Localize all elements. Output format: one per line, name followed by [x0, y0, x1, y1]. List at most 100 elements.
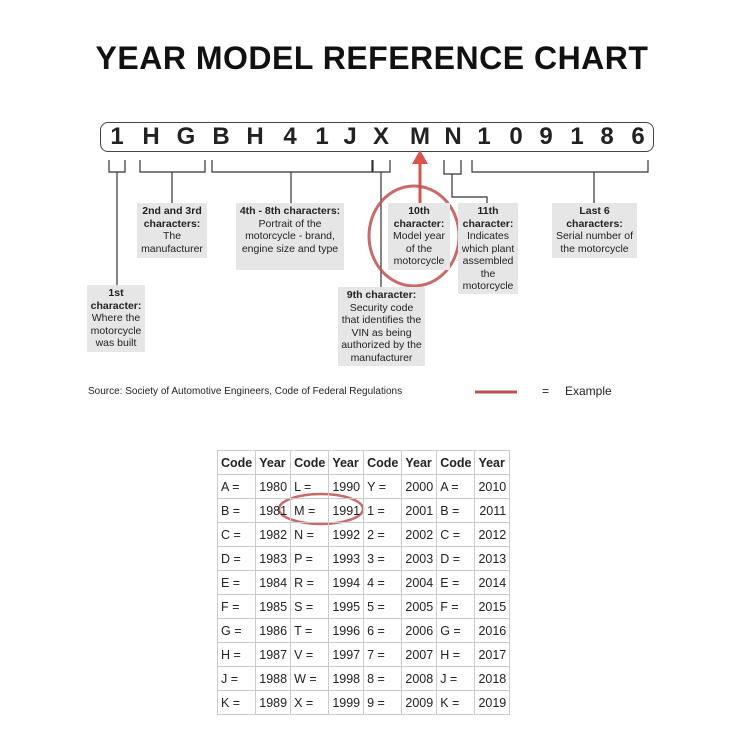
- year-cell: 1991: [328, 498, 365, 523]
- column-header: Code: [290, 450, 330, 475]
- table-row: J = 1988 W = 1998 8 = 2008 J = 2018: [216, 666, 511, 691]
- code-cell: W =: [290, 666, 330, 691]
- vin-character: 9: [539, 123, 553, 150]
- column-header: Year: [474, 450, 511, 475]
- year-cell: 1983: [255, 546, 292, 571]
- code-cell: J =: [216, 666, 257, 691]
- code-cell: C =: [436, 522, 476, 547]
- vin-character: 0: [509, 123, 523, 150]
- label-2nd-3rd: 2nd and 3rd characters: The manufacturer: [137, 203, 207, 258]
- year-cell: 1996: [328, 618, 365, 643]
- code-cell: A =: [436, 474, 476, 499]
- code-cell: N =: [290, 522, 330, 547]
- year-cell: 2014: [474, 570, 511, 595]
- code-cell: 3 =: [363, 546, 403, 571]
- bracket-11th: [443, 160, 488, 203]
- code-cell: M =: [290, 498, 330, 523]
- code-cell: B =: [216, 498, 257, 523]
- year-cell: 1988: [255, 666, 292, 691]
- code-cell: G =: [216, 618, 257, 643]
- year-cell: 1986: [255, 618, 292, 643]
- column-header: Code: [436, 450, 476, 475]
- year-cell: 2002: [401, 522, 438, 547]
- year-cell: 2004: [401, 570, 438, 595]
- bracket-1st: [108, 160, 126, 285]
- label-10th: 10th character: Model year of the motorcy…: [388, 203, 450, 270]
- column-header: Code: [363, 450, 403, 475]
- vin-character: B: [212, 123, 230, 150]
- table-row: E = 1984 R = 1994 4 = 2004 E = 2014: [216, 570, 511, 595]
- year-cell: 1989: [255, 690, 292, 715]
- label-11th: 11th character: Indicates which plant ass…: [458, 203, 518, 294]
- year-cell: 2010: [474, 474, 511, 499]
- year-cell: 1993: [328, 546, 365, 571]
- year-cell: 2019: [474, 690, 511, 715]
- table-header-row: Code Year Code Year Code Year Code Year: [216, 450, 511, 475]
- label-last6: Last 6 characters: Serial number of the m…: [552, 203, 637, 258]
- code-cell: D =: [436, 546, 476, 571]
- year-cell: 1987: [255, 642, 292, 667]
- code-cell: K =: [436, 690, 476, 715]
- table-row: D = 1983 P = 1993 3 = 2003 D = 2013: [216, 546, 511, 571]
- column-header: Year: [255, 450, 292, 475]
- vin-character: N: [444, 123, 462, 150]
- year-cell: 2011: [474, 498, 511, 523]
- code-cell: X =: [290, 690, 330, 715]
- vin-character: G: [176, 123, 196, 150]
- code-cell: K =: [216, 690, 257, 715]
- year-cell: 2005: [401, 594, 438, 619]
- year-cell: 2007: [401, 642, 438, 667]
- year-cell: 1994: [328, 570, 365, 595]
- page-title: YEAR MODEL REFERENCE CHART: [95, 40, 649, 76]
- legend-equals: =: [542, 384, 550, 398]
- code-cell: 2 =: [363, 522, 403, 547]
- year-cell: 1999: [328, 690, 365, 715]
- year-cell: 1985: [255, 594, 292, 619]
- code-cell: 5 =: [363, 594, 403, 619]
- code-cell: 6 =: [363, 618, 403, 643]
- year-cell: 2003: [401, 546, 438, 571]
- year-cell: 2009: [401, 690, 438, 715]
- code-cell: 8 =: [363, 666, 403, 691]
- vin-character: J: [343, 123, 357, 150]
- year-cell: 1984: [255, 570, 292, 595]
- year-cell: 2015: [474, 594, 511, 619]
- code-cell: T =: [290, 618, 330, 643]
- vin-box: [100, 122, 654, 152]
- table-row: A = 1980 L = 1990 Y = 2000 A = 2010: [216, 474, 511, 499]
- year-cell: 1998: [328, 666, 365, 691]
- code-cell: 9 =: [363, 690, 403, 715]
- vin-character: 4: [283, 123, 297, 150]
- vin-character: H: [246, 123, 264, 150]
- vin-character: 1: [477, 123, 491, 150]
- table-row: H = 1987 V = 1997 7 = 2007 H = 2017: [216, 642, 511, 667]
- bracket-4th-8th: [211, 160, 373, 203]
- column-header: Year: [401, 450, 438, 475]
- year-cell: 2018: [474, 666, 511, 691]
- table-row: K = 1989 X = 1999 9 = 2009 K = 2019: [216, 690, 511, 715]
- code-cell: E =: [216, 570, 257, 595]
- year-code-table: Code Year Code Year Code Year Code Year A = 1980…: [216, 450, 511, 715]
- label-9th: 9th character: Security code that identif…: [338, 287, 425, 366]
- code-cell: D =: [216, 546, 257, 571]
- code-cell: B =: [436, 498, 476, 523]
- code-cell: H =: [436, 642, 476, 667]
- vin-character: 1: [570, 123, 584, 150]
- legend-label: Example: [565, 384, 612, 398]
- vin-character: 6: [631, 123, 645, 150]
- arrow-head-icon: [412, 150, 428, 164]
- year-cell: 1990: [328, 474, 365, 499]
- label-4th-8th: 4th - 8th characters: Portrait of the mot…: [236, 203, 344, 270]
- code-cell: J =: [436, 666, 476, 691]
- label-1st: 1st character: Where the motorcycle was b…: [87, 285, 145, 352]
- column-header: Code: [216, 450, 257, 475]
- year-cell: 1981: [255, 498, 292, 523]
- table-row: C = 1982 N = 1992 2 = 2002 C = 2012: [216, 522, 511, 547]
- table-row: G = 1986 T = 1996 6 = 2006 G = 2016: [216, 618, 511, 643]
- bracket-last6: [471, 160, 649, 203]
- bracket-2nd-3rd: [139, 160, 206, 203]
- vin-character: X: [372, 123, 390, 150]
- code-cell: P =: [290, 546, 330, 571]
- code-cell: E =: [436, 570, 476, 595]
